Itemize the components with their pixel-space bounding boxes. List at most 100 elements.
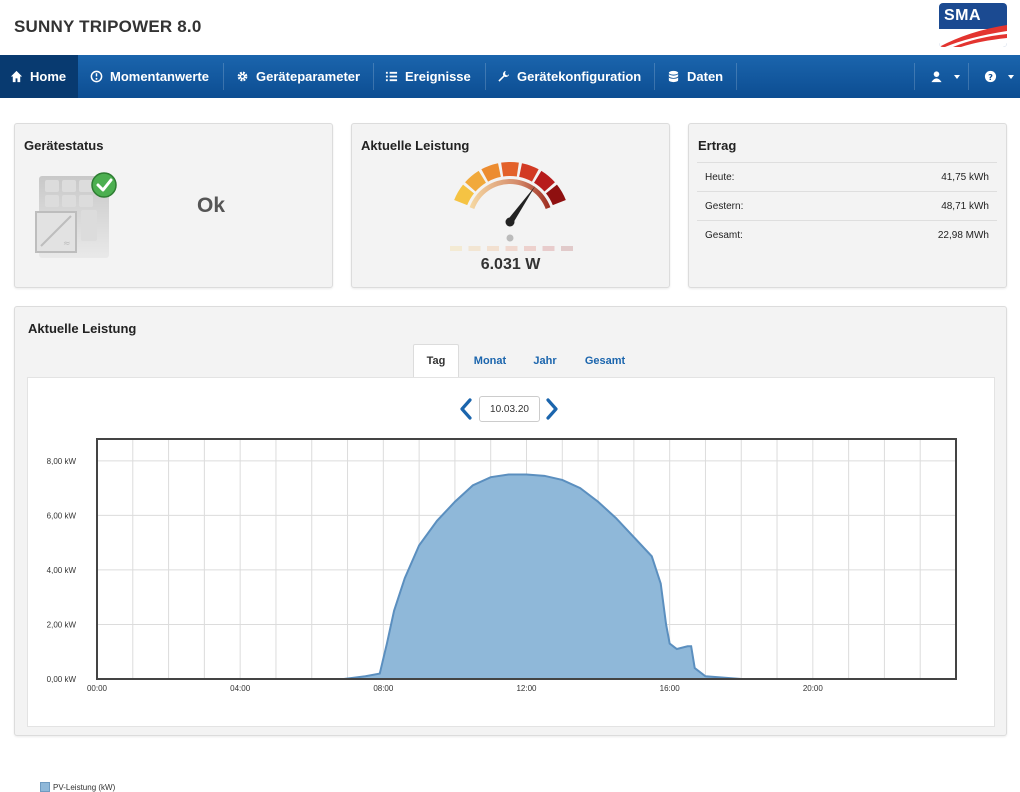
nav-geraeteparameter[interactable]: Geräteparameter: [226, 55, 370, 98]
nav-daten[interactable]: Daten: [657, 55, 733, 98]
user-icon: [931, 71, 942, 83]
nav-separator: [654, 63, 655, 90]
device-status-panel: Gerätestatus ≈ Ok: [14, 123, 333, 288]
y-tick-label: 0,00 kW: [47, 675, 77, 684]
nav-ereignisse[interactable]: Ereignisse: [375, 55, 481, 98]
nav-geraetekonfiguration-label: Gerätekonfiguration: [517, 69, 642, 84]
tab-tag[interactable]: Tag: [413, 344, 459, 377]
nav-separator: [373, 63, 374, 90]
nav-separator: [736, 63, 737, 90]
help-menu-button[interactable]: ?: [974, 55, 1020, 98]
yield-title: Ertrag: [698, 138, 737, 153]
pv-power-area: [97, 474, 956, 679]
device-status-title: Gerätestatus: [24, 138, 104, 153]
power-chart-title: Aktuelle Leistung: [28, 321, 137, 336]
gauge-pin: [506, 234, 514, 242]
chevron-down-icon: [1008, 74, 1014, 79]
logo-swoosh-icon: [939, 25, 1007, 47]
gauge-segment: [454, 184, 475, 206]
gauge-inner-band: [469, 179, 551, 210]
legend-label: PV-Leistung (kW): [53, 782, 116, 792]
prev-date-button[interactable]: [458, 397, 474, 421]
x-tick-label: 00:00: [87, 684, 108, 693]
main-navbar: Home Momentanwerte Geräteparameter Ereig…: [0, 55, 1020, 98]
app-title: SUNNY TRIPOWER 8.0: [14, 17, 202, 36]
logo-text: SMA: [944, 7, 982, 24]
x-tick-label: 12:00: [516, 684, 537, 693]
tab-gesamt[interactable]: Gesamt: [584, 354, 626, 367]
yield-row-yesterday: Gestern: 48,71 kWh: [697, 191, 997, 220]
gauge-reflection: [468, 246, 481, 251]
legend-swatch: [40, 782, 50, 792]
y-tick-label: 2,00 kW: [47, 620, 77, 629]
inverter-ok-icon: ≈: [35, 172, 117, 258]
gauge-reflection: [487, 246, 499, 251]
date-input[interactable]: 10.03.20: [479, 396, 540, 422]
nav-geraeteparameter-label: Geräteparameter: [256, 69, 361, 84]
gauge-reflection: [450, 246, 462, 251]
next-date-button[interactable]: [544, 397, 560, 421]
pv-power-line: [97, 473, 956, 680]
nav-separator: [968, 63, 969, 90]
current-power-panel: Aktuelle Leistung 6.031 W: [351, 123, 670, 288]
nav-home[interactable]: Home: [0, 55, 78, 98]
nav-momentanwerte-label: Momentanwerte: [110, 69, 209, 84]
yield-row-today: Heute: 41,75 kWh: [697, 162, 997, 191]
nav-separator: [485, 63, 486, 90]
gauge-hub: [505, 217, 515, 227]
plot-border: [96, 438, 957, 680]
gauge-reflection: [561, 246, 573, 251]
nav-separator: [914, 63, 915, 90]
yield-today-value: 41,75 kWh: [941, 172, 989, 183]
nav-home-label: Home: [30, 69, 67, 84]
home-icon: [10, 70, 23, 83]
x-tick-label: 04:00: [230, 684, 251, 693]
x-tick-label: 20:00: [803, 684, 824, 693]
chart-legend[interactable]: PV-Leistung (kW): [40, 782, 115, 792]
user-menu-button[interactable]: [920, 55, 970, 98]
power-chart-panel: Aktuelle Leistung Tag Monat Jahr Gesamt …: [14, 306, 1007, 792]
gauge-segment: [465, 170, 486, 192]
gauge-reflection: [542, 246, 555, 251]
chart-area: 10.03.20 0,00 kW 2,00 kW 4,00 kW 6,00 kW 8,0…: [27, 377, 995, 792]
device-status-value: Ok: [197, 194, 226, 217]
svg-text:?: ?: [988, 72, 993, 82]
tab-jahr[interactable]: Jahr: [533, 354, 557, 367]
x-tick-label: 16:00: [660, 684, 681, 693]
nav-ereignisse-label: Ereignisse: [405, 69, 471, 84]
nav-momentanwerte[interactable]: Momentanwerte: [80, 55, 219, 98]
top-bar: SUNNY TRIPOWER 8.0 SMA: [0, 0, 1020, 55]
x-tick-label: 08:00: [373, 684, 394, 693]
current-power-title: Aktuelle Leistung: [361, 138, 470, 153]
gauge-reflection: [524, 246, 536, 251]
nav-separator: [223, 63, 224, 90]
yield-row-total: Gesamt: 22,98 MWh: [697, 220, 997, 249]
svg-text:≈: ≈: [63, 239, 71, 249]
gear-icon: [237, 71, 248, 82]
power-area-chart: 0,00 kW 2,00 kW 4,00 kW 6,00 kW 8,00 kW 00:00…: [47, 438, 957, 693]
y-tick-label: 8,00 kW: [47, 457, 77, 466]
power-gauge: [450, 162, 573, 251]
current-power-value: 6.031 W: [480, 256, 541, 273]
nav-geraetekonfiguration[interactable]: Gerätekonfiguration: [487, 55, 651, 98]
help-icon: ?: [984, 70, 997, 83]
tab-monat[interactable]: Monat: [473, 354, 507, 367]
yield-yesterday-value: 48,71 kWh: [941, 201, 989, 212]
database-icon: [668, 70, 679, 83]
wrench-icon: [498, 70, 510, 82]
gauge-segment: [519, 163, 539, 182]
gauge-segment: [501, 162, 519, 177]
gauge-segment: [546, 184, 566, 206]
y-tick-label: 6,00 kW: [47, 511, 77, 520]
gauge-segment: [481, 163, 501, 182]
list-icon: [385, 71, 398, 82]
yield-panel: Ertrag Heute: 41,75 kWh Gestern: 48,71 k…: [688, 123, 1007, 288]
gauge-segment: [534, 170, 555, 192]
y-tick-label: 4,00 kW: [47, 566, 77, 575]
yield-today-label: Heute:: [705, 172, 735, 183]
yield-total-value: 22,98 MWh: [937, 230, 989, 241]
chevron-down-icon: [954, 74, 960, 79]
sma-logo: SMA: [939, 3, 1007, 47]
yield-yesterday-label: Gestern:: [705, 201, 744, 212]
yield-total-label: Gesamt:: [705, 230, 743, 241]
